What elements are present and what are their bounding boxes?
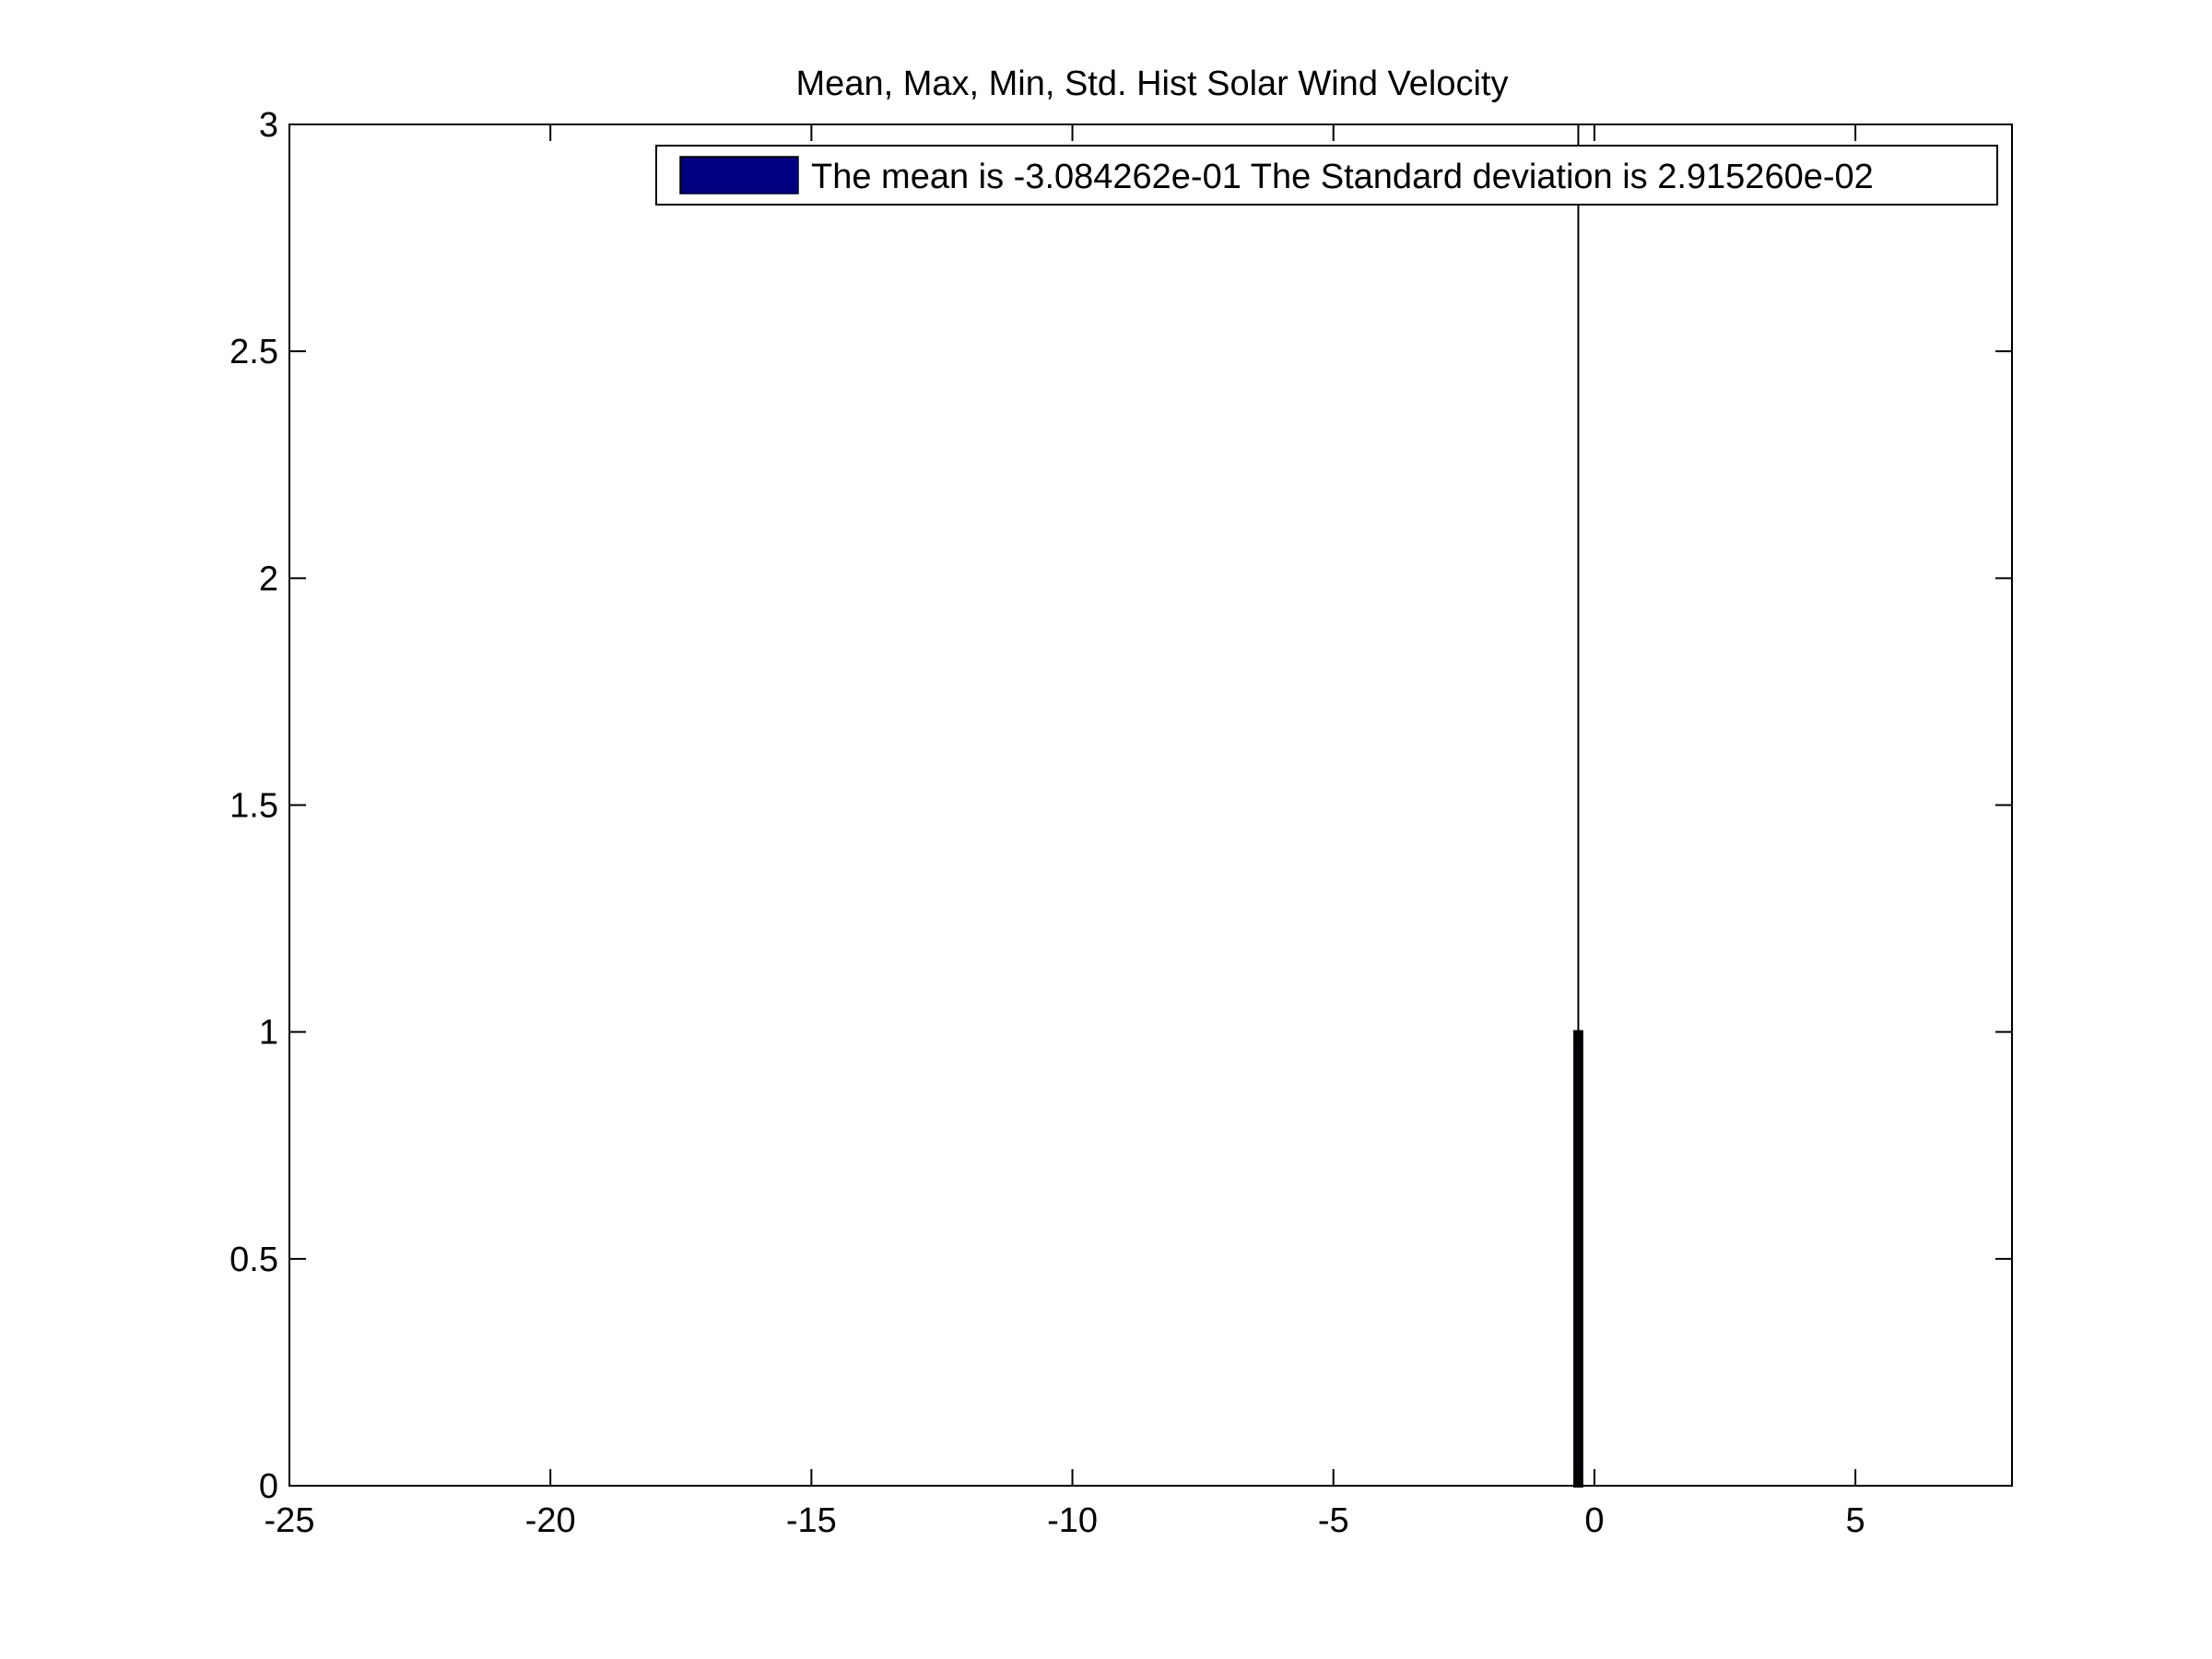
y-tick-label: 2 xyxy=(259,559,278,598)
legend-swatch xyxy=(679,156,799,194)
y-tick-label: 0.5 xyxy=(229,1241,278,1279)
x-tick-label: 0 xyxy=(1584,1501,1604,1540)
chart-title: Mean, Max, Min, Std. Hist Solar Wind Vel… xyxy=(796,65,1509,103)
legend: The mean is -3.084262e-01 The Standard d… xyxy=(655,145,1998,206)
legend-box xyxy=(655,145,1998,206)
x-axis-ticks: -25 -20 -15 -10 -5 0 5 xyxy=(265,124,1865,1540)
y-tick-label: 1 xyxy=(259,1014,278,1053)
y-tick-label: 3 xyxy=(259,106,278,145)
y-tick-label: 2.5 xyxy=(229,333,278,371)
y-axis-ticks: 0 0.5 1 1.5 2 2.5 3 xyxy=(229,106,2012,1506)
x-tick-label: 5 xyxy=(1846,1501,1865,1540)
legend-label: The mean is -3.084262e-01 The Standard d… xyxy=(811,158,1874,196)
x-tick-label: -10 xyxy=(1047,1501,1098,1540)
x-tick-label: -25 xyxy=(265,1501,315,1540)
x-tick-label: -15 xyxy=(786,1501,837,1540)
plot-area: -25 -20 -15 -10 -5 0 5 0 0.5 1 1.5 2 2.5 3 The mean … xyxy=(229,106,2013,1540)
x-tick-label: -5 xyxy=(1318,1501,1349,1540)
y-tick-label: 0 xyxy=(259,1467,278,1506)
x-tick-label: -20 xyxy=(525,1501,576,1540)
y-tick-label: 1.5 xyxy=(229,787,278,826)
